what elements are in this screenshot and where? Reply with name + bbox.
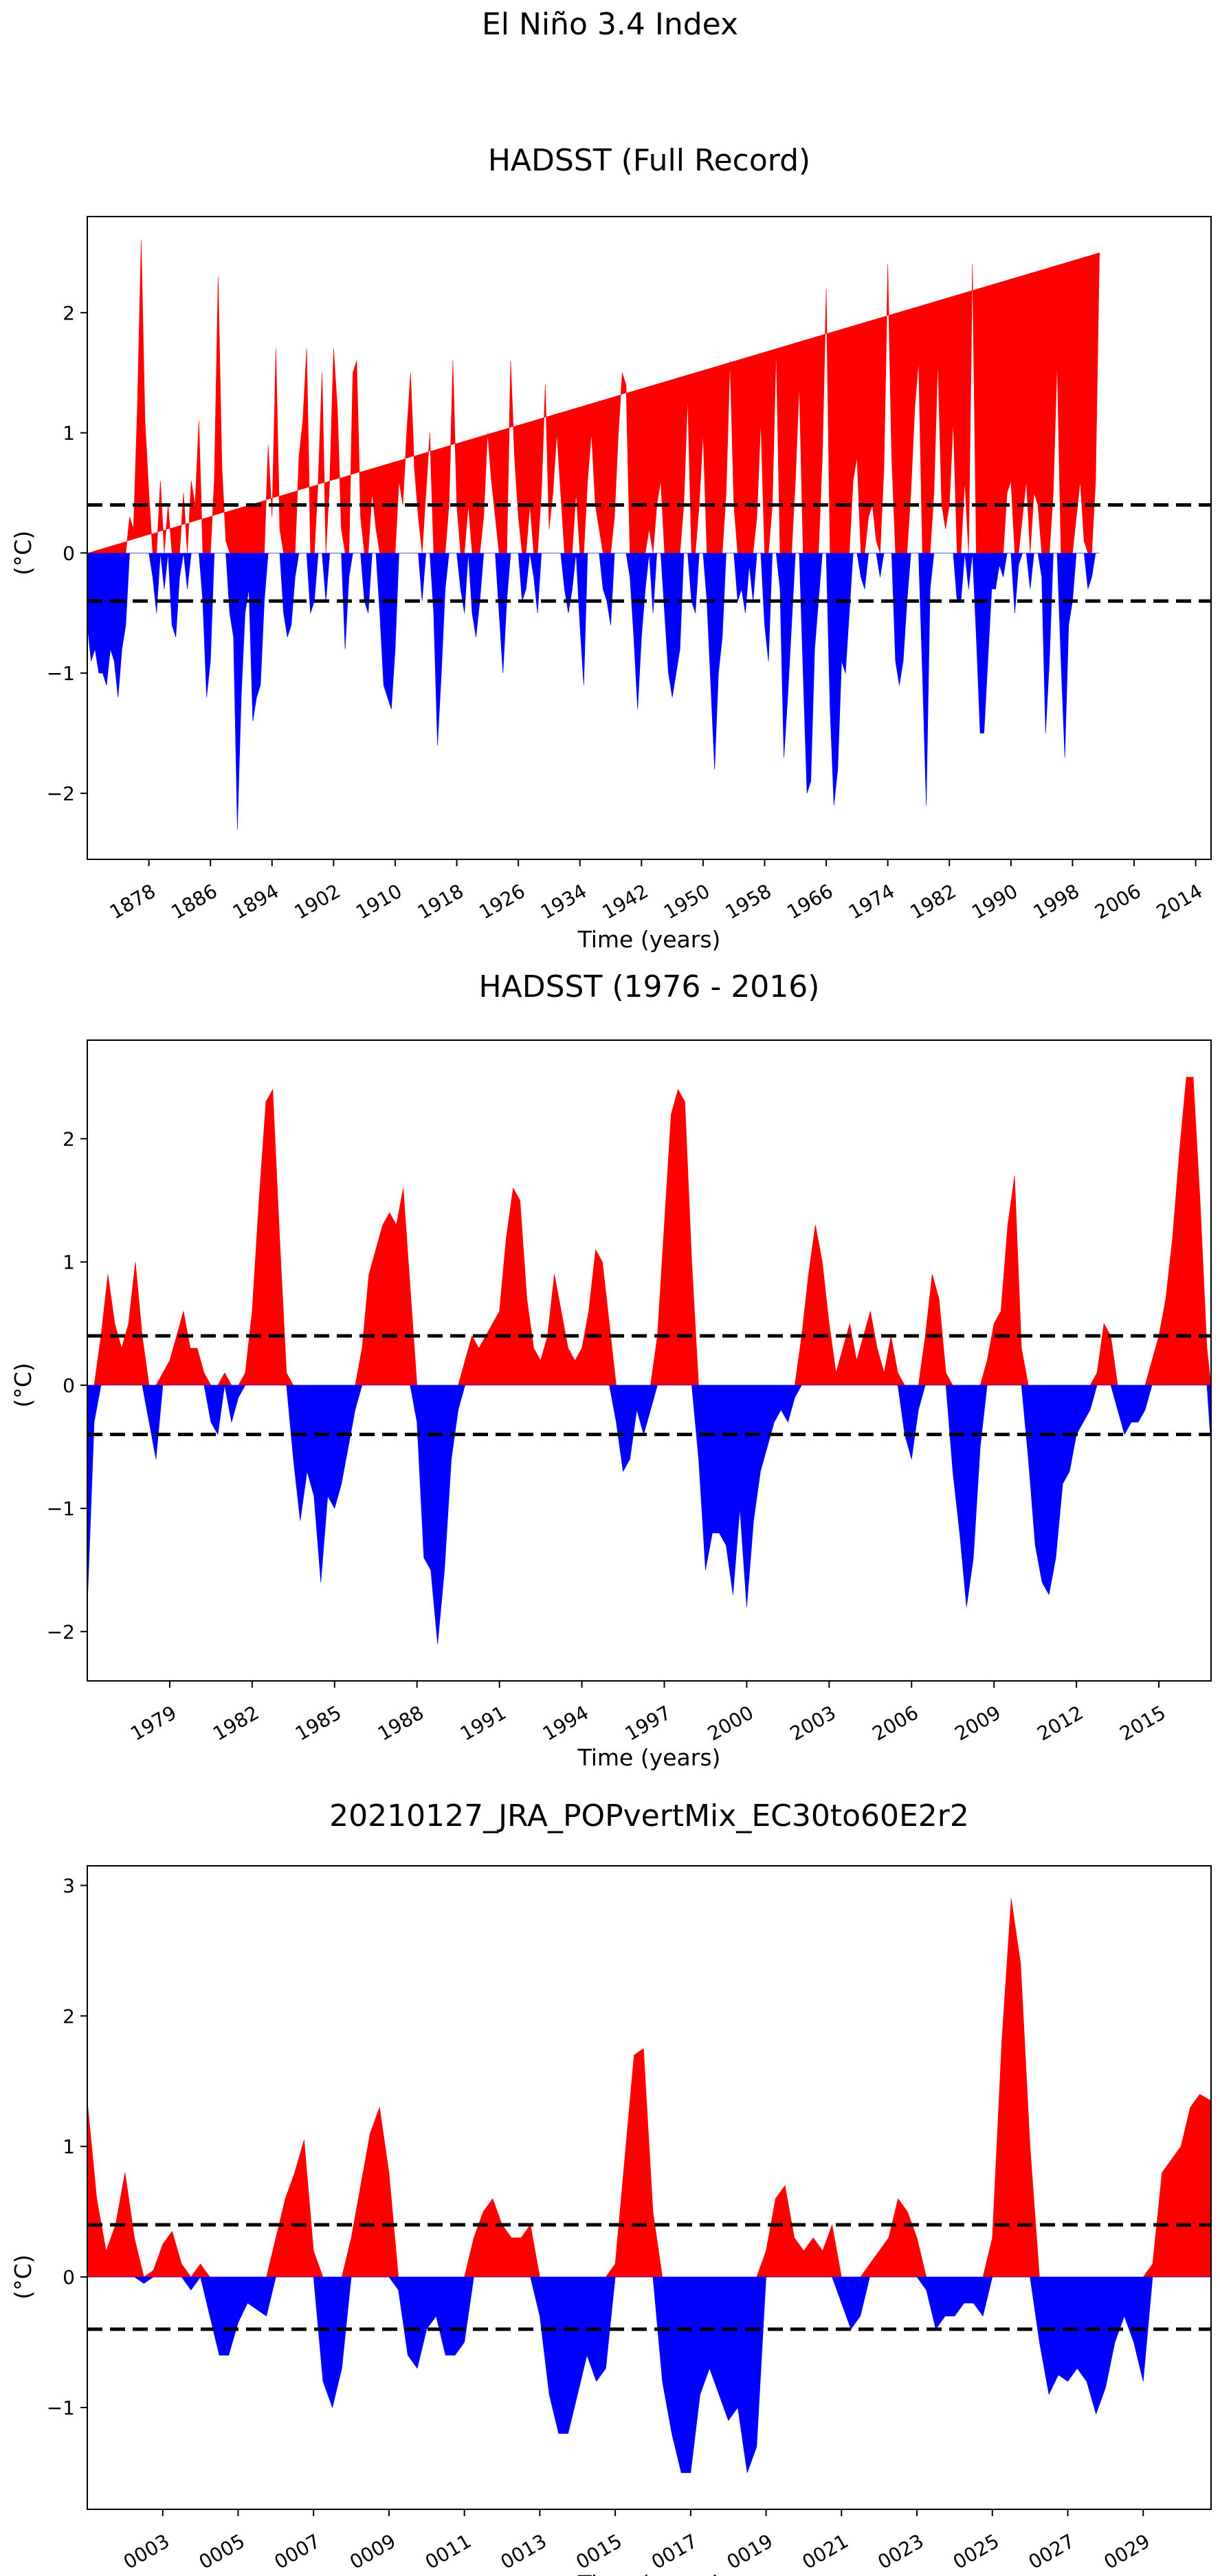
x-tick-label: 1997 bbox=[621, 1701, 675, 1745]
x-axis-label: Time (years) bbox=[577, 1744, 721, 1771]
x-tick-label: 1998 bbox=[1030, 879, 1083, 923]
x-tick-label: 1942 bbox=[599, 879, 652, 923]
y-tick-label: −1 bbox=[47, 662, 75, 685]
x-tick-label: 1974 bbox=[845, 879, 898, 923]
axes-frame bbox=[87, 1865, 1212, 2510]
x-tick-label: 1918 bbox=[414, 879, 467, 923]
x-tick-label: 0009 bbox=[346, 2529, 399, 2573]
x-tick-label: 2003 bbox=[786, 1701, 840, 1745]
plot-area bbox=[87, 1077, 1211, 1644]
plot-area bbox=[87, 240, 1211, 830]
y-tick-label: 0 bbox=[63, 1374, 75, 1397]
x-tick-label: 1910 bbox=[352, 879, 406, 923]
series-warm-anomaly bbox=[87, 1077, 1211, 1386]
x-tick-label: 1979 bbox=[126, 1701, 180, 1745]
x-tick-label: 1934 bbox=[537, 879, 590, 923]
axes-frame bbox=[87, 1039, 1212, 1682]
x-tick-label: 0007 bbox=[270, 2529, 324, 2573]
y-tick-label: −2 bbox=[47, 782, 75, 805]
x-tick-label: 2006 bbox=[869, 1701, 922, 1745]
x-tick-label: 0027 bbox=[1025, 2529, 1078, 2573]
x-tick-label: 1994 bbox=[539, 1701, 592, 1745]
x-tick-label: 0005 bbox=[195, 2529, 249, 2573]
chart-title: HADSST (Full Record) bbox=[488, 143, 810, 178]
x-tick-label: 1902 bbox=[291, 879, 344, 923]
x-tick-label: 1985 bbox=[291, 1701, 345, 1745]
chart-title: HADSST (1976 - 2016) bbox=[479, 969, 820, 1004]
x-tick-label: 1991 bbox=[456, 1701, 510, 1745]
chart-model-run: 20210127_JRA_POPvertMix_EC30to60E2r2 −1 0 1… bbox=[10, 1798, 1212, 2576]
x-tick-label: 1878 bbox=[106, 879, 159, 923]
x-tick-label: 2009 bbox=[951, 1701, 1004, 1745]
x-tick-label: 2006 bbox=[1091, 879, 1144, 923]
x-tick-label: 2014 bbox=[1153, 879, 1206, 923]
x-tick-label: 0023 bbox=[874, 2529, 927, 2573]
y-tick-label: 1 bbox=[63, 2135, 75, 2158]
series-cold-anomaly bbox=[87, 553, 1100, 830]
plot-area bbox=[87, 1898, 1211, 2474]
y-tick-label: −1 bbox=[47, 1497, 75, 1520]
axes-frame bbox=[87, 216, 1212, 860]
x-tick-label: 0019 bbox=[723, 2529, 777, 2573]
series-cold-anomaly bbox=[87, 2276, 1211, 2474]
chart-hadsst-1976-2016: HADSST (1976 - 2016) −2 −1 0 1 2 1979 1982 1985 1… bbox=[10, 969, 1212, 1771]
x-tick-label: 1886 bbox=[167, 879, 221, 923]
series-warm-anomaly bbox=[87, 1898, 1211, 2278]
x-tick-label: 0029 bbox=[1100, 2529, 1154, 2573]
x-tick-label: 1990 bbox=[968, 879, 1021, 923]
x-tick-label: 2015 bbox=[1116, 1701, 1169, 1745]
x-tick-label: 0021 bbox=[799, 2529, 852, 2573]
x-tick-label: 0025 bbox=[949, 2529, 1003, 2573]
y-tick-label: 2 bbox=[63, 2005, 75, 2027]
x-axis-label: Time (years) bbox=[577, 926, 721, 953]
x-tick-label: 0017 bbox=[647, 2529, 701, 2573]
x-tick-label: 1966 bbox=[783, 879, 836, 923]
x-tick-label: 1950 bbox=[660, 879, 713, 923]
x-tick-label: 1982 bbox=[907, 879, 960, 923]
figure-suptitle: El Niño 3.4 Index bbox=[481, 7, 739, 42]
y-tick-label: 0 bbox=[63, 2266, 75, 2289]
y-axis-label: (°C) bbox=[10, 2254, 36, 2299]
x-tick-label: 0011 bbox=[421, 2529, 475, 2573]
y-tick-label: −2 bbox=[47, 1620, 75, 1643]
y-tick-label: 3 bbox=[63, 1874, 75, 1897]
x-tick-label: 1894 bbox=[229, 879, 282, 923]
y-tick-label: 1 bbox=[63, 1251, 75, 1274]
y-tick-label: 1 bbox=[63, 422, 75, 445]
y-axis-label: (°C) bbox=[10, 531, 36, 575]
y-axis-label: (°C) bbox=[10, 1363, 36, 1407]
x-tick-label: 0015 bbox=[572, 2529, 625, 2573]
y-tick-label: −1 bbox=[47, 2397, 75, 2419]
x-tick-label: 1982 bbox=[209, 1701, 263, 1745]
chart-title: 20210127_JRA_POPvertMix_EC30to60E2r2 bbox=[329, 1798, 969, 1834]
x-tick-label: 1958 bbox=[722, 879, 775, 923]
y-tick-label: 0 bbox=[63, 542, 75, 564]
series-cold-anomaly bbox=[87, 1385, 1211, 1644]
x-tick-label: 2012 bbox=[1033, 1701, 1087, 1745]
y-tick-label: 2 bbox=[63, 302, 75, 324]
x-axis-label: Time (years) bbox=[577, 2571, 721, 2576]
x-tick-label: 0003 bbox=[120, 2529, 173, 2573]
x-tick-label: 1988 bbox=[374, 1701, 428, 1745]
y-tick-label: 2 bbox=[63, 1127, 75, 1150]
x-tick-label: 2000 bbox=[704, 1701, 757, 1745]
x-tick-label: 1926 bbox=[475, 879, 529, 923]
x-tick-label: 0013 bbox=[497, 2529, 551, 2573]
